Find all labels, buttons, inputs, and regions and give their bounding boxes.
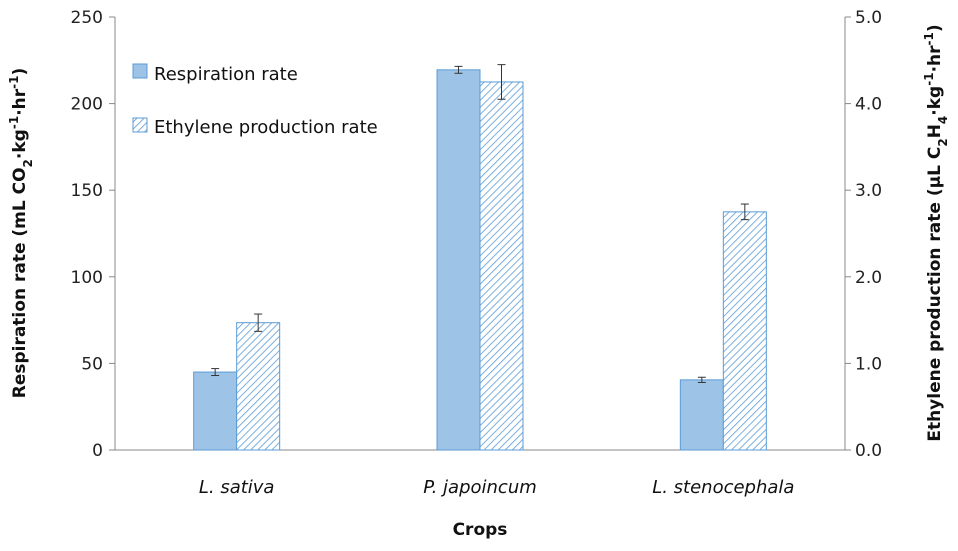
right-tick-labels: 0.0 1.0 2.0 3.0 4.0 5.0 <box>845 8 882 461</box>
category-labels: L. sativa P. japoincum L. stenocephala <box>199 477 795 498</box>
right-tick-label: 2.0 <box>855 268 882 288</box>
bar-respiration <box>436 69 481 451</box>
legend-label-respiration: Respiration rate <box>154 64 298 85</box>
right-tick-label: 5.0 <box>855 8 882 28</box>
left-tick-label: 150 <box>71 181 103 201</box>
bar-ethylene <box>236 322 281 451</box>
legend-label-ethylene: Ethylene production rate <box>154 117 378 138</box>
error-bar <box>497 64 506 100</box>
left-tick-label: 250 <box>71 8 103 28</box>
left-tick-label: 200 <box>71 95 103 115</box>
legend-swatch-respiration <box>132 63 148 79</box>
left-tick-labels: 0 50 100 150 200 250 <box>71 8 115 461</box>
left-tick-label: 50 <box>81 354 103 374</box>
error-bars <box>211 64 749 383</box>
right-tick-label: 4.0 <box>855 95 882 115</box>
error-bar <box>740 203 749 221</box>
error-bar <box>697 376 706 383</box>
category-label: P. japoincum <box>423 477 537 498</box>
right-tick-label: 0.0 <box>855 441 882 461</box>
bar-ethylene <box>722 211 767 451</box>
category-label: L. stenocephala <box>652 477 794 498</box>
bars <box>193 69 767 451</box>
legend: Respiration rate Ethylene production rat… <box>132 63 378 138</box>
bar-ethylene <box>479 81 524 451</box>
right-tick-label: 3.0 <box>855 181 882 201</box>
bar-respiration <box>193 371 238 451</box>
x-axis-title: Crops <box>453 520 508 540</box>
bar-respiration <box>679 379 724 451</box>
left-axis-title: Respiration rate (mL CO2·kg-1·hr-1) <box>7 68 35 399</box>
right-axis-title: Ethylene production rate (μL C2H4·kg-1·h… <box>922 24 950 441</box>
left-tick-label: 100 <box>71 268 103 288</box>
right-tick-label: 1.0 <box>855 354 882 374</box>
error-bar <box>454 65 463 74</box>
error-bar <box>211 368 220 377</box>
category-label: L. sativa <box>199 477 275 498</box>
left-tick-label: 0 <box>92 441 103 461</box>
legend-swatch-ethylene <box>132 117 148 133</box>
error-bar <box>254 313 263 332</box>
